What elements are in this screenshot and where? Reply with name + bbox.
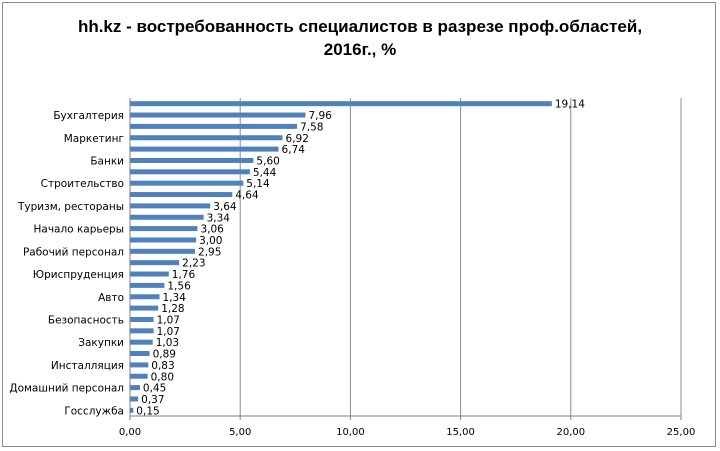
bar <box>130 112 306 118</box>
bar <box>130 362 149 368</box>
bar <box>130 169 250 175</box>
chart-title-line-2: 2016г., % <box>324 40 396 59</box>
value-label: 0,37 <box>141 394 164 406</box>
value-label: 1,07 <box>157 326 180 338</box>
bar <box>130 214 204 220</box>
value-label: 7,58 <box>300 121 323 133</box>
bar <box>130 101 552 107</box>
x-axis-ticks: 0,00 5,00 10,00 15,00 20,00 25,00 <box>119 416 695 438</box>
value-label: 2,23 <box>182 258 205 270</box>
category-label: Инсталляция <box>51 360 124 372</box>
category-labels: Бухгалтерия Маркетинг Банки Строительство Ту… <box>9 110 124 417</box>
bar <box>130 407 134 413</box>
bar <box>130 123 298 129</box>
value-label: 1,76 <box>172 269 196 281</box>
value-label: 2,95 <box>198 246 221 258</box>
value-label: 6,74 <box>282 144 306 156</box>
chart-title: hh.kz - востребованность специалистов в … <box>78 17 642 59</box>
value-label: 1,28 <box>161 303 184 315</box>
x-tick-label: 5,00 <box>229 427 251 438</box>
bar <box>130 192 233 198</box>
value-label: 3,00 <box>199 235 222 247</box>
value-label: 0,15 <box>136 405 159 417</box>
bar <box>130 385 140 391</box>
category-label: Маркетинг <box>64 133 124 145</box>
bars <box>130 101 552 413</box>
bar <box>130 305 159 311</box>
value-label: 6,92 <box>286 133 309 145</box>
category-label: Домашний персонал <box>9 383 124 395</box>
bar <box>130 339 153 345</box>
value-label: 3,64 <box>213 201 237 213</box>
bar <box>130 157 254 163</box>
value-label: 4,64 <box>235 190 259 202</box>
value-label: 5,14 <box>246 178 270 190</box>
x-tick-label: 10,00 <box>336 427 365 438</box>
category-label: Юриспруденция <box>33 269 124 281</box>
category-label: Туризм, рестораны <box>17 201 124 213</box>
category-label: Безопасность <box>48 314 124 326</box>
category-label: Закупки <box>78 337 124 349</box>
category-label: Авто <box>98 292 124 304</box>
bar <box>130 271 169 277</box>
bar <box>130 146 279 152</box>
bar <box>130 316 154 322</box>
value-labels: 19,14 7,967,586,926,745,605,445,144,643,6… <box>136 99 585 418</box>
bar <box>130 396 139 402</box>
value-label: 1,07 <box>157 314 180 326</box>
value-label: 0,45 <box>143 383 166 395</box>
value-label: 1,03 <box>156 337 179 349</box>
chart-title-line-1: hh.kz - востребованность специалистов в … <box>78 17 642 36</box>
value-label: 1,56 <box>167 280 191 292</box>
value-label: 0,80 <box>151 371 174 383</box>
x-tick-label: 0,00 <box>119 427 141 438</box>
bar <box>130 328 154 334</box>
category-label: Строительство <box>41 178 124 190</box>
bar <box>130 226 198 232</box>
bar <box>130 260 180 266</box>
bar <box>130 180 244 186</box>
value-label: 19,14 <box>555 99 585 111</box>
value-label: 0,89 <box>153 349 176 361</box>
value-label: 3,06 <box>200 224 224 236</box>
bar <box>130 351 150 357</box>
value-label: 0,83 <box>151 360 174 372</box>
x-tick-label: 20,00 <box>556 427 585 438</box>
bar <box>130 248 196 254</box>
category-label: Бухгалтерия <box>53 110 124 122</box>
x-tick-label: 25,00 <box>667 427 696 438</box>
value-label: 5,44 <box>253 167 277 179</box>
bar <box>130 282 165 288</box>
bar <box>130 373 148 379</box>
bar <box>130 294 160 300</box>
category-label: Банки <box>90 155 124 167</box>
category-label: Госслужба <box>64 405 124 417</box>
bar <box>130 237 197 243</box>
category-label: Начало карьеры <box>34 224 125 236</box>
value-label: 1,34 <box>163 292 187 304</box>
value-label: 5,60 <box>256 155 279 167</box>
bar <box>130 135 283 141</box>
chart-frame <box>2 2 716 447</box>
category-label: Рабочий персонал <box>23 246 124 258</box>
value-label: 7,96 <box>308 110 332 122</box>
x-tick-label: 15,00 <box>446 427 475 438</box>
value-label: 3,34 <box>207 212 231 224</box>
bar <box>130 203 211 209</box>
